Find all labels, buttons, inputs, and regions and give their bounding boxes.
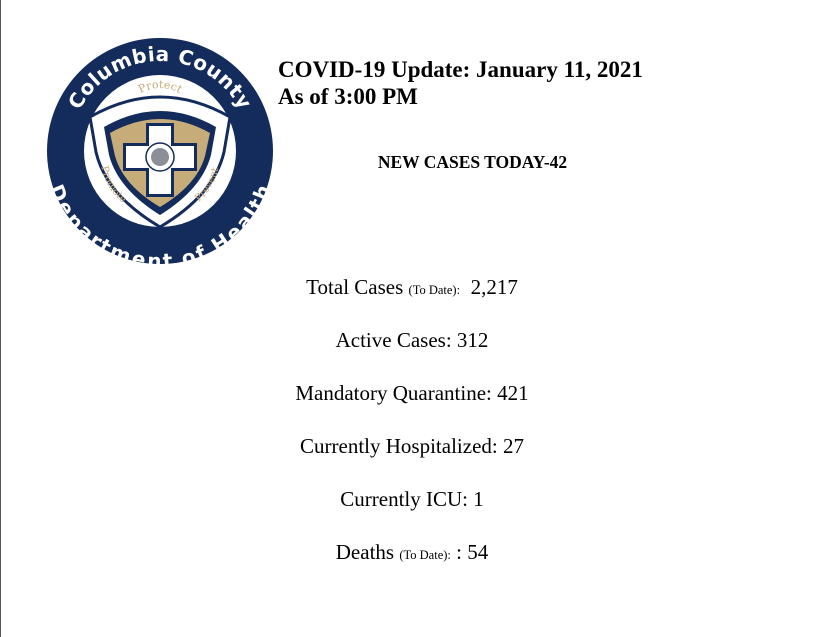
stats-list: Total Cases (To Date): 2,217 Active Case… [212, 272, 612, 590]
page-border [0, 0, 1, 637]
stat-deaths: Deaths (To Date): : 54 [212, 537, 612, 590]
stat-mandatory-quarantine: Mandatory Quarantine: 421 [295, 381, 529, 405]
stat-currently-icu: Currently ICU: 1 [340, 487, 484, 511]
medical-cross-icon [123, 123, 197, 197]
update-title-time: As of 3:00 PM [278, 84, 418, 109]
stat-active-cases: Active Cases: 312 [335, 328, 489, 352]
svg-text:Protect: Protect [136, 78, 184, 96]
new-cases-today: NEW CASES TODAY-42 [377, 152, 568, 172]
deaths-note: (To Date): [399, 548, 451, 562]
columbia-county-health-logo: Columbia County Department of Health Pro… [46, 38, 274, 265]
total-cases-value: 2,217 [460, 275, 518, 299]
deaths-value: : 54 [450, 540, 489, 564]
update-title: COVID-19 Update: January 11, 2021 As of … [278, 56, 643, 110]
stat-currently-hospitalized: Currently Hospitalized: 27 [300, 434, 524, 458]
stat-total-cases: Total Cases (To Date): 2,217 [212, 272, 612, 325]
total-cases-note: (To Date): [408, 283, 461, 297]
deaths-label: Deaths [335, 540, 400, 564]
logo-protect-text: Protect [136, 78, 184, 96]
total-cases-label: Total Cases [306, 275, 409, 299]
update-title-date: COVID-19 Update: January 11, 2021 [278, 57, 643, 82]
